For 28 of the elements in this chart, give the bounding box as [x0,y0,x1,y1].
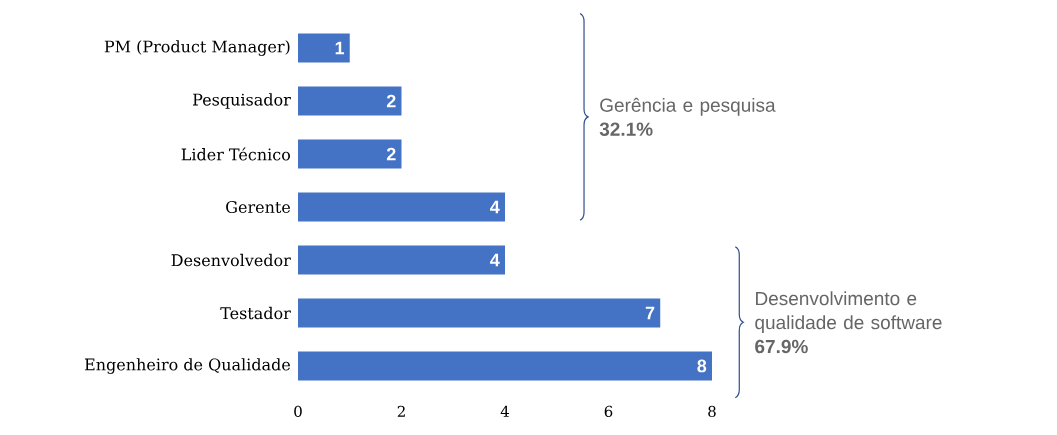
data-label: 2 [386,147,396,161]
bar [298,351,712,381]
data-label: 7 [645,306,655,320]
bar [298,139,402,169]
y-tick-label: Pesquisador [193,93,291,109]
bar [298,33,350,63]
x-tick-label: 8 [708,405,716,418]
data-label: 4 [490,253,500,267]
x-tick-label: 2 [397,405,405,417]
y-tick-label: Engenheiro de Qualidade [84,358,290,374]
bar [298,192,505,222]
y-tick-label: Lider Técnico [181,147,291,161]
bar [298,298,661,328]
x-tick-label: 6 [604,405,613,418]
x-tick-label: 0 [294,405,302,418]
bar [298,86,402,116]
bar [298,245,505,275]
data-label: 2 [386,94,396,108]
y-tick-label: PM (Product Manager) [104,40,290,56]
y-tick-label: Gerente [226,200,291,214]
data-label: 4 [490,200,500,214]
data-label: 1 [335,41,345,55]
data-label: 8 [697,359,707,373]
y-tick-label: Testador [220,306,291,320]
y-tick-label: Desenvolvedor [171,253,291,267]
annotation: Gerência e pesquisa 32.1% [599,97,776,136]
x-tick-label: 4 [500,405,510,417]
text: Desenvolvimento e qualidade de software 67.9% [755,291,942,354]
